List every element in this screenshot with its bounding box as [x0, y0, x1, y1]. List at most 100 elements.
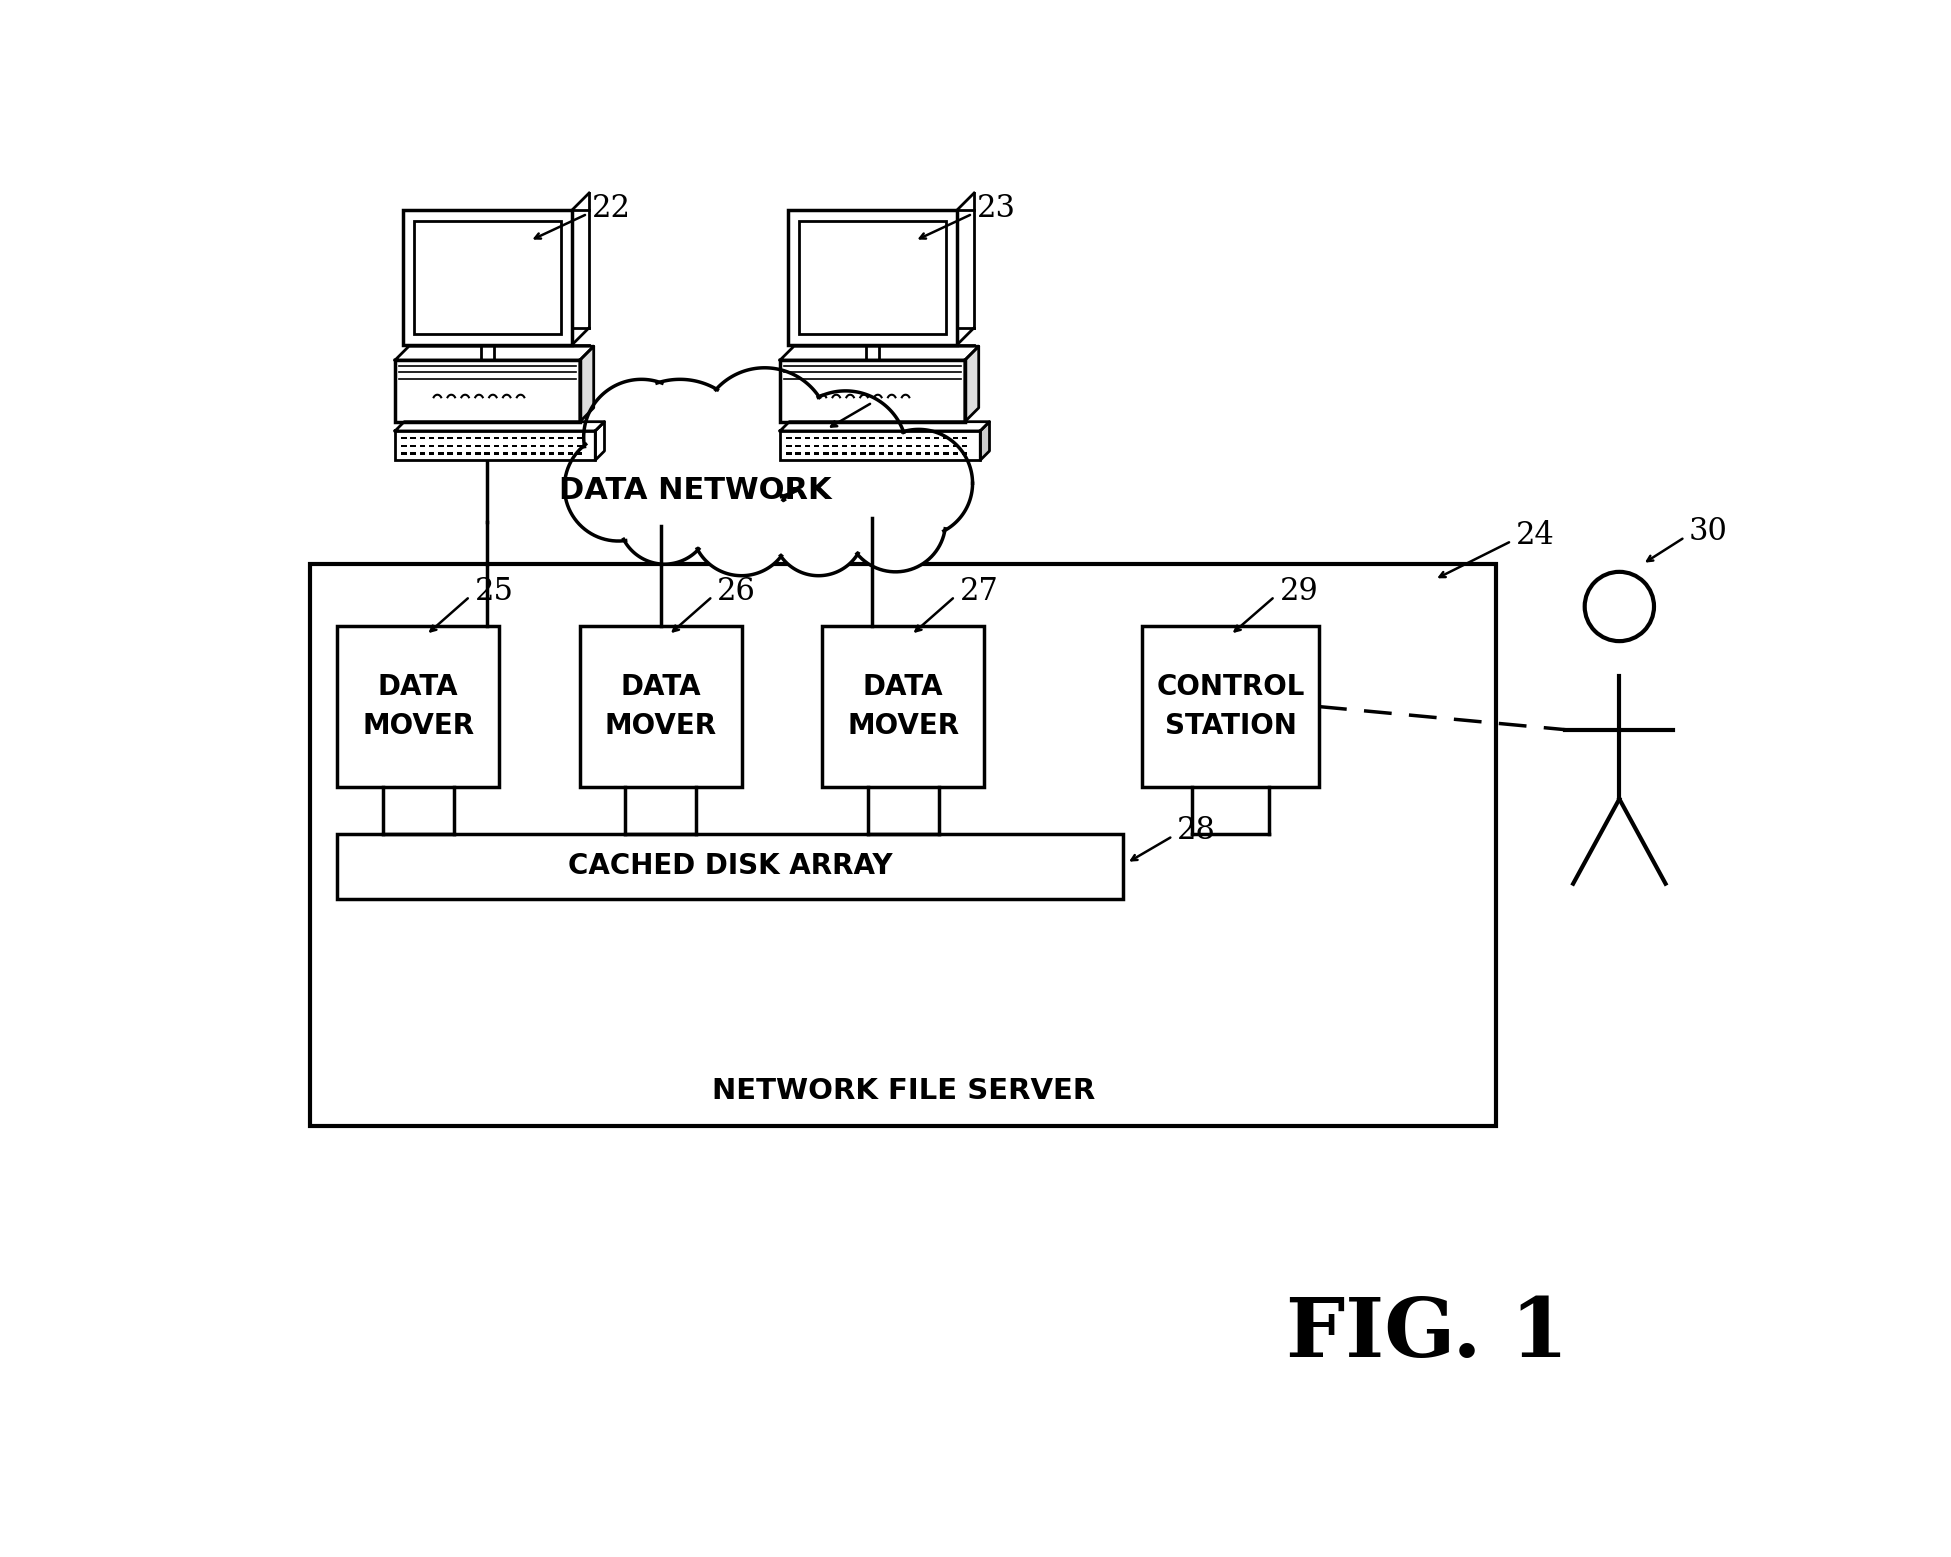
Text: DATA
MOVER: DATA MOVER — [605, 673, 716, 740]
Bar — [429, 445, 435, 447]
Polygon shape — [394, 422, 605, 431]
Text: DATA
MOVER: DATA MOVER — [363, 673, 474, 740]
Bar — [878, 453, 884, 455]
Bar — [419, 438, 425, 439]
Bar — [476, 445, 480, 447]
Bar — [860, 453, 866, 455]
Bar — [888, 438, 894, 439]
Polygon shape — [966, 346, 979, 422]
Bar — [897, 453, 903, 455]
Text: 21: 21 — [876, 381, 915, 413]
Bar — [841, 453, 847, 455]
Text: NETWORK FILE SERVER: NETWORK FILE SERVER — [712, 1077, 1095, 1104]
Text: 28: 28 — [1176, 816, 1215, 847]
Bar — [476, 453, 480, 455]
Text: DATA NETWORK: DATA NETWORK — [560, 476, 831, 506]
Bar — [531, 438, 537, 439]
Bar — [780, 360, 966, 422]
Bar — [394, 360, 579, 422]
Bar — [833, 445, 837, 447]
Polygon shape — [579, 346, 593, 422]
Text: FIG. 1: FIG. 1 — [1286, 1294, 1569, 1375]
Bar — [466, 453, 472, 455]
Bar — [1141, 626, 1319, 788]
Bar — [484, 445, 490, 447]
Bar — [915, 445, 921, 447]
Bar — [577, 438, 581, 439]
Bar — [521, 438, 527, 439]
Bar — [788, 210, 958, 344]
Bar — [447, 445, 453, 447]
Bar — [804, 445, 810, 447]
Bar — [402, 445, 406, 447]
Text: 22: 22 — [591, 193, 630, 224]
Bar — [558, 453, 564, 455]
Bar — [447, 438, 453, 439]
Text: DATA
MOVER: DATA MOVER — [847, 673, 960, 740]
Bar — [410, 445, 416, 447]
Bar — [568, 438, 574, 439]
Circle shape — [583, 380, 698, 495]
Text: CONTROL
STATION: CONTROL STATION — [1157, 673, 1305, 740]
Bar — [419, 453, 425, 455]
Bar — [804, 453, 810, 455]
Bar — [935, 438, 940, 439]
Text: 23: 23 — [976, 193, 1015, 224]
Bar — [503, 453, 509, 455]
Bar — [394, 431, 595, 461]
Bar — [870, 453, 874, 455]
Bar — [907, 438, 911, 439]
Bar — [962, 438, 968, 439]
Bar — [804, 438, 810, 439]
Polygon shape — [780, 422, 989, 431]
Bar — [851, 438, 856, 439]
Bar — [439, 438, 443, 439]
Bar — [925, 445, 931, 447]
Bar — [521, 453, 527, 455]
Bar — [915, 438, 921, 439]
Bar — [798, 221, 946, 333]
Bar — [915, 453, 921, 455]
Bar — [511, 453, 517, 455]
Circle shape — [698, 367, 829, 498]
Bar — [531, 453, 537, 455]
Bar — [942, 445, 948, 447]
Bar — [962, 445, 968, 447]
Bar — [823, 453, 829, 455]
Bar — [577, 453, 581, 455]
Bar — [935, 445, 940, 447]
Text: 26: 26 — [718, 576, 757, 607]
Bar — [841, 438, 847, 439]
Bar — [870, 438, 874, 439]
Bar — [878, 445, 884, 447]
Bar — [952, 445, 958, 447]
Bar — [447, 453, 453, 455]
Bar — [494, 453, 499, 455]
Bar — [402, 453, 406, 455]
Bar — [860, 445, 866, 447]
Bar — [878, 438, 884, 439]
Bar — [410, 453, 416, 455]
Bar — [942, 438, 948, 439]
Polygon shape — [394, 346, 593, 360]
Bar — [780, 431, 979, 461]
Bar — [823, 445, 829, 447]
Bar — [786, 438, 792, 439]
Polygon shape — [979, 422, 989, 461]
Bar — [823, 626, 983, 788]
Bar — [952, 453, 958, 455]
Bar — [429, 453, 435, 455]
Bar — [484, 438, 490, 439]
Bar — [568, 445, 574, 447]
Bar — [429, 438, 435, 439]
Bar — [897, 445, 903, 447]
Bar — [338, 626, 499, 788]
Circle shape — [618, 472, 710, 564]
Bar — [310, 564, 1496, 1126]
Bar — [796, 438, 800, 439]
Bar — [925, 438, 931, 439]
Bar — [484, 453, 490, 455]
Bar — [814, 453, 819, 455]
Bar — [540, 445, 544, 447]
Bar — [786, 445, 792, 447]
